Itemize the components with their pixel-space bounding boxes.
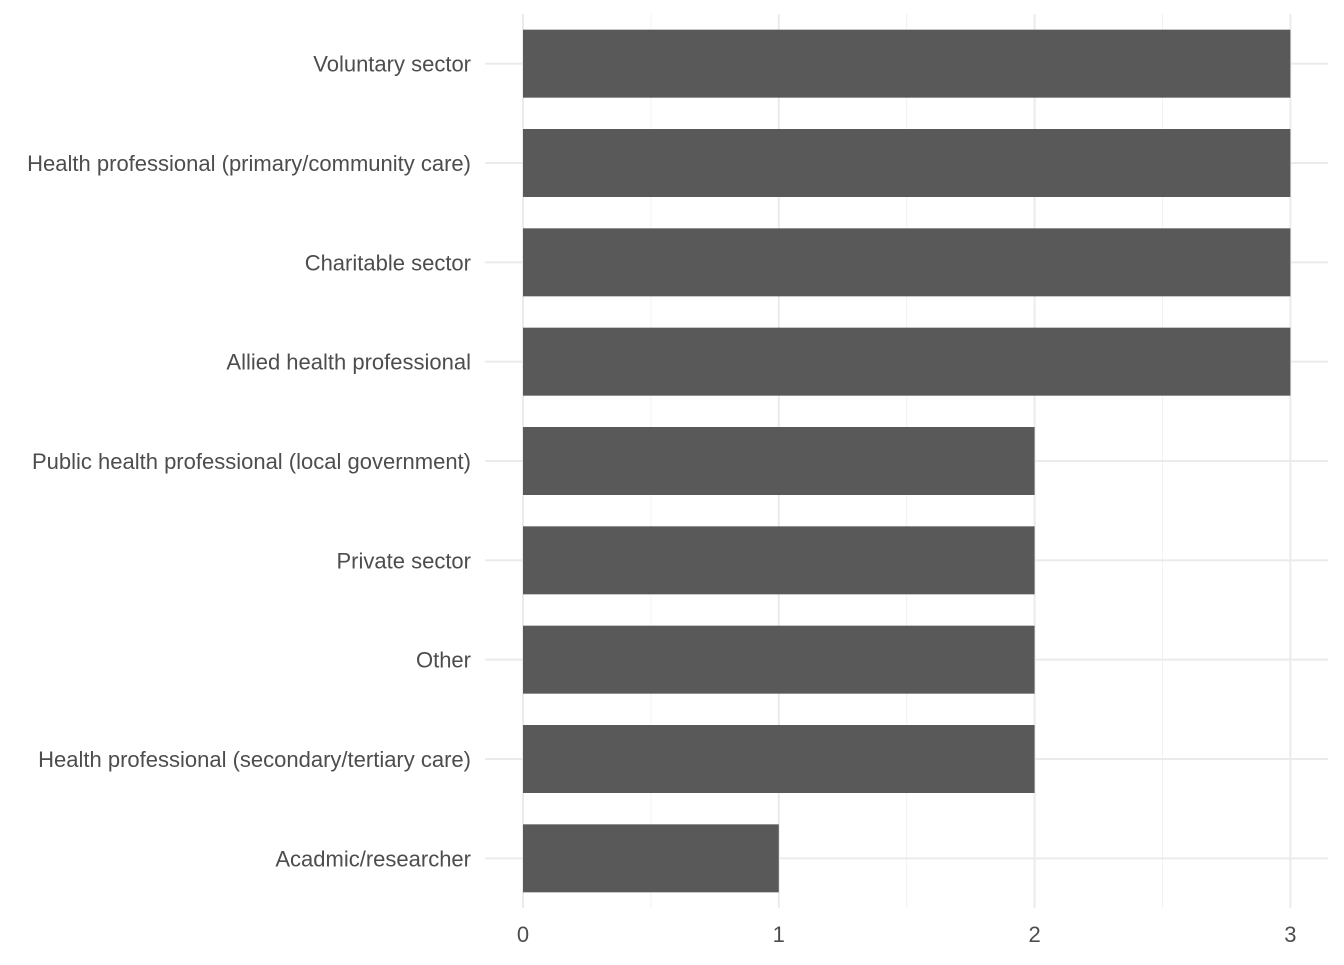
x-axis-tick-labels: 0 1 2 3 [517,922,1297,947]
category-label: Allied health professional [226,350,471,375]
bar [523,526,1035,595]
category-label: Health professional (primary/community c… [27,151,471,176]
bar [523,327,1291,396]
category-label: Other [416,648,471,673]
bar [523,427,1035,495]
x-tick-label: 0 [517,922,529,947]
bar [523,129,1291,197]
bar [523,29,1291,98]
bar [523,228,1291,297]
x-tick-label: 3 [1284,922,1296,947]
category-label: Public health professional (local govern… [32,449,471,474]
category-labels: Voluntary sector Health professional (pri… [27,52,471,872]
category-label: Acadmic/researcher [275,846,471,871]
bar [523,625,1035,694]
x-tick-label: 2 [1028,922,1040,947]
category-label: Private sector [337,548,472,573]
category-label: Charitable sector [305,250,471,275]
bar [523,824,779,893]
bar [523,725,1035,793]
x-tick-label: 1 [773,922,785,947]
category-label: Health professional (secondary/tertiary … [38,747,471,772]
category-label: Voluntary sector [313,52,471,77]
bars [523,29,1291,893]
